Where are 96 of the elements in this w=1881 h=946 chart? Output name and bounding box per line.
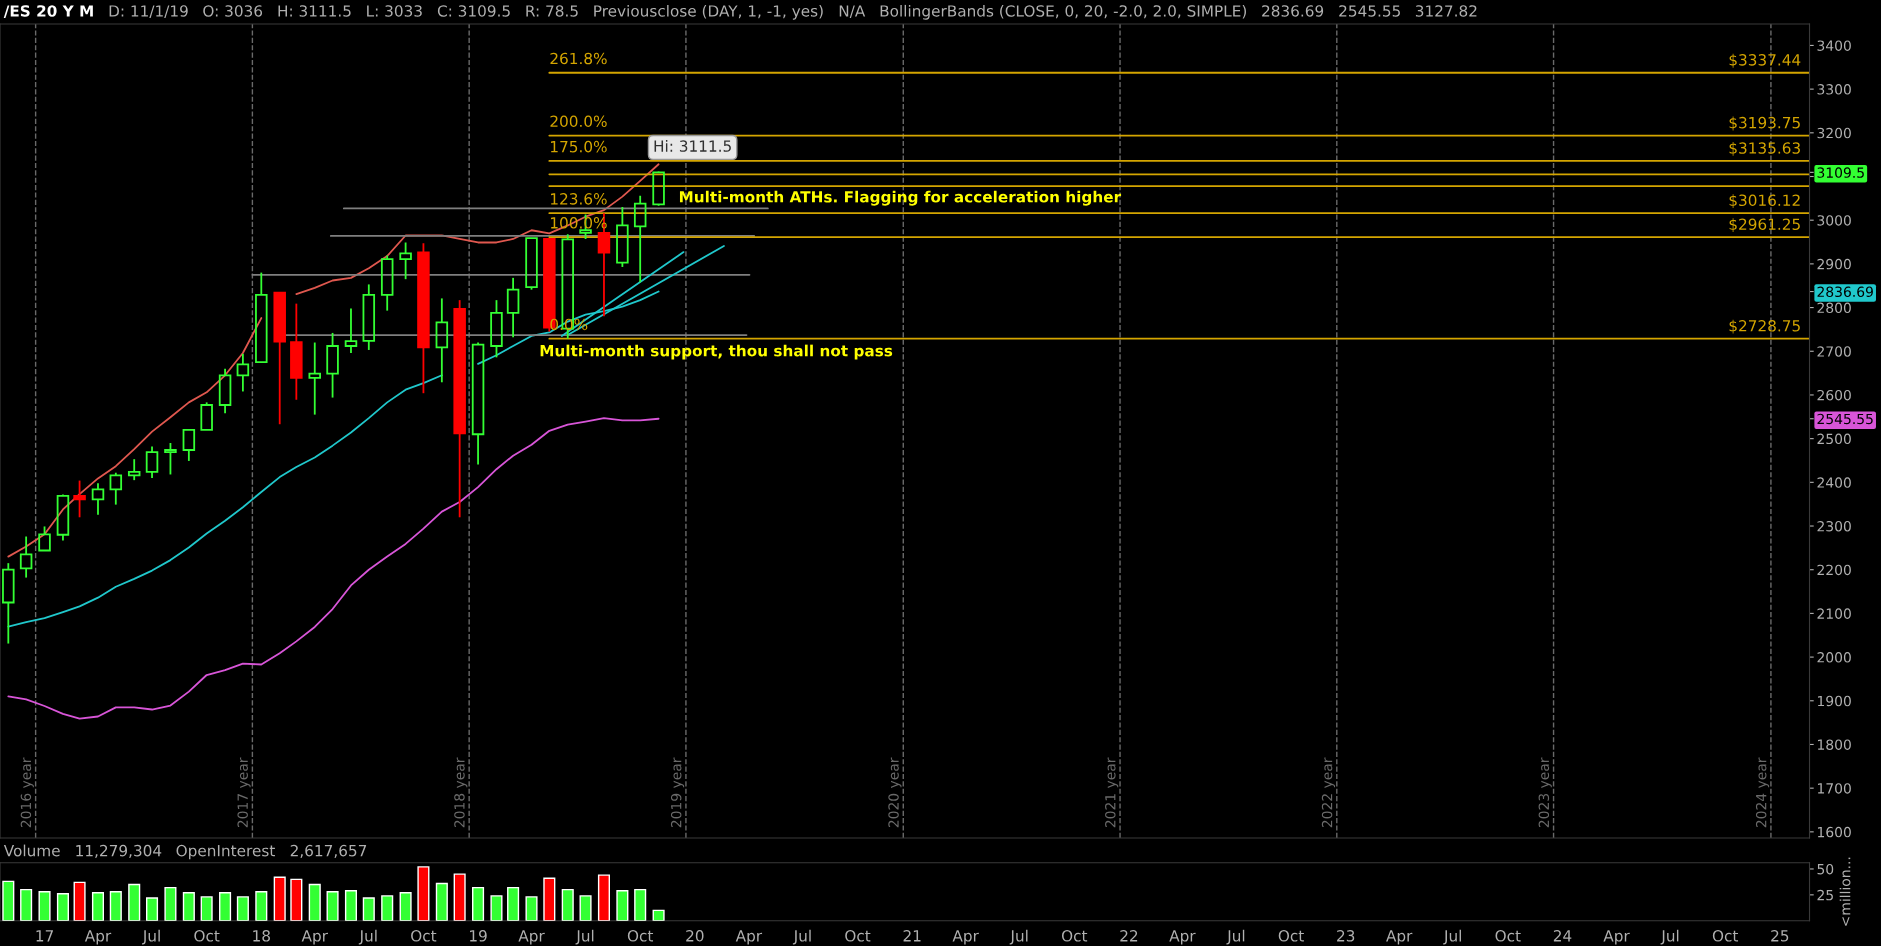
- text: C: 3109.5: [437, 5, 510, 17]
- y-tick-label: 2200: [1817, 564, 1851, 576]
- ref-line-label: 2023 year: [1538, 757, 1552, 828]
- x-tick-label: Jul: [358, 929, 377, 945]
- x-tick-label: 18: [253, 930, 270, 942]
- annotation: $2728.75: [1729, 319, 1800, 334]
- text: R: 78.5: [526, 5, 578, 17]
- text: D: 11/1/19: [109, 5, 188, 18]
- x-tick-label: Jul: [1443, 929, 1461, 945]
- y-tick-label: 1700: [1817, 783, 1851, 794]
- x-tick-label: Jul: [1660, 929, 1679, 945]
- annotation: $2961.25: [1729, 218, 1800, 233]
- x-tick-label: Apr: [1603, 930, 1630, 945]
- x-tick-label: Jul: [1009, 929, 1028, 945]
- y-tick-label: 2400: [1817, 477, 1851, 488]
- x-tick-label: Apr: [301, 930, 328, 945]
- text: O: 3036: [203, 5, 263, 17]
- ref-line-label: 2017 year: [237, 757, 251, 828]
- text: H: 3111.5: [278, 5, 351, 17]
- ref-line-label: 2018 year: [454, 757, 468, 828]
- x-tick-label: Oct: [1495, 930, 1521, 942]
- x-tick-label: Apr: [735, 930, 763, 945]
- y-tick-label: 2800: [1817, 302, 1851, 314]
- y-tick-label: 50: [1817, 863, 1834, 875]
- x-tick-label: 20: [686, 930, 704, 942]
- ref-line-label: 2019 year: [670, 757, 685, 828]
- ref-line-label: 2021 year: [1105, 757, 1119, 828]
- annotation: 261.8%: [550, 52, 607, 65]
- x-tick-label: 19: [470, 930, 487, 942]
- annotation: $3193.75: [1729, 116, 1800, 131]
- text: OpenInterest: [176, 844, 275, 860]
- annotation: 200.0%: [550, 115, 607, 128]
- ref-line-label: 2020 year: [888, 757, 902, 828]
- y-tick-label: 2000: [1817, 652, 1851, 663]
- annotation: 175.0%: [551, 140, 607, 153]
- text: 2545.55: [1339, 5, 1400, 17]
- text: L: 3033: [367, 5, 422, 17]
- ref-line-label: 2016 year: [20, 757, 34, 828]
- y-tick-label: 2100: [1817, 608, 1851, 619]
- annotation: Multi-month ATHs. Flagging for acceleration higher: [679, 190, 1122, 206]
- y-tick-label: 3300: [1817, 84, 1851, 95]
- y-tick-label: 2600: [1817, 389, 1851, 401]
- ref-line-label: 2024 year: [1755, 757, 1770, 828]
- x-tick-label: 22: [1120, 930, 1138, 942]
- y-tick-label: 1600: [1817, 826, 1851, 838]
- x-tick-label: Oct: [1712, 930, 1739, 942]
- x-tick-label: 21: [903, 930, 921, 942]
- y-tick-label: 3200: [1817, 127, 1851, 139]
- y-tick-label: 2836.69: [1817, 286, 1873, 298]
- chart-title: /ES 20 Y M: [3, 5, 93, 18]
- annotation: $3337.44: [1729, 53, 1801, 68]
- y-tick-label: 2300: [1817, 520, 1851, 532]
- y-tick-label: 2900: [1817, 258, 1851, 270]
- x-tick-label: Oct: [845, 930, 871, 942]
- x-tick-label: Oct: [411, 930, 437, 942]
- x-tick-label: Apr: [952, 930, 979, 945]
- text: 3127.82: [1415, 5, 1477, 17]
- text: Previousclose (DAY, 1, -1, yes): [594, 4, 823, 20]
- x-tick-label: 17: [36, 930, 53, 942]
- x-tick-label: Oct: [1278, 930, 1304, 942]
- text: BollingerBands (CLOSE, 0, 20, -2.0, 2.0, SIMPLE): [880, 4, 1246, 20]
- text: 11,279,304: [76, 844, 162, 858]
- y-tick-label: 25: [1817, 889, 1833, 901]
- x-tick-label: Apr: [84, 930, 112, 945]
- y-tick-label: 3109.5: [1817, 167, 1864, 178]
- y-tick-label: 2500: [1817, 433, 1851, 445]
- text: Volume: [3, 844, 60, 857]
- text: 2,617,657: [290, 844, 367, 858]
- x-tick-label: Jul: [142, 929, 160, 945]
- x-tick-label: Jul: [1226, 929, 1245, 945]
- x-tick-label: Apr: [1386, 930, 1413, 945]
- x-tick-label: 24: [1553, 930, 1572, 942]
- annotation: $3016.12: [1729, 194, 1800, 209]
- text: 2836.69: [1262, 5, 1324, 17]
- x-tick-label: Jul: [792, 929, 811, 945]
- x-tick-label: Oct: [627, 930, 654, 942]
- x-tick-label: Oct: [1061, 930, 1088, 942]
- text: N/A: [839, 5, 866, 18]
- y-tick-label: 1900: [1817, 695, 1851, 707]
- y-axis-title: <million...: [1839, 857, 1851, 926]
- x-tick-label: Apr: [1169, 930, 1196, 945]
- x-tick-label: Jul: [575, 929, 594, 945]
- x-tick-label: 25: [1771, 930, 1789, 942]
- annotation: 123.6%: [551, 193, 607, 205]
- y-tick-label: 1800: [1817, 739, 1851, 750]
- ref-line-label: 2022 year: [1321, 757, 1336, 828]
- y-tick-label: 3400: [1817, 40, 1851, 51]
- y-tick-label: 2545.55: [1817, 413, 1873, 425]
- x-tick-label: 23: [1337, 930, 1355, 942]
- x-tick-label: Apr: [518, 930, 545, 945]
- annotation: $3135.63: [1729, 141, 1800, 156]
- x-tick-label: Oct: [194, 930, 220, 942]
- annotation: Multi-month support, thou shall not pass: [540, 344, 893, 360]
- y-tick-label: 3000: [1817, 215, 1851, 226]
- y-tick-label: 2700: [1817, 346, 1851, 357]
- annotation: Hi: 3111.5: [654, 140, 731, 152]
